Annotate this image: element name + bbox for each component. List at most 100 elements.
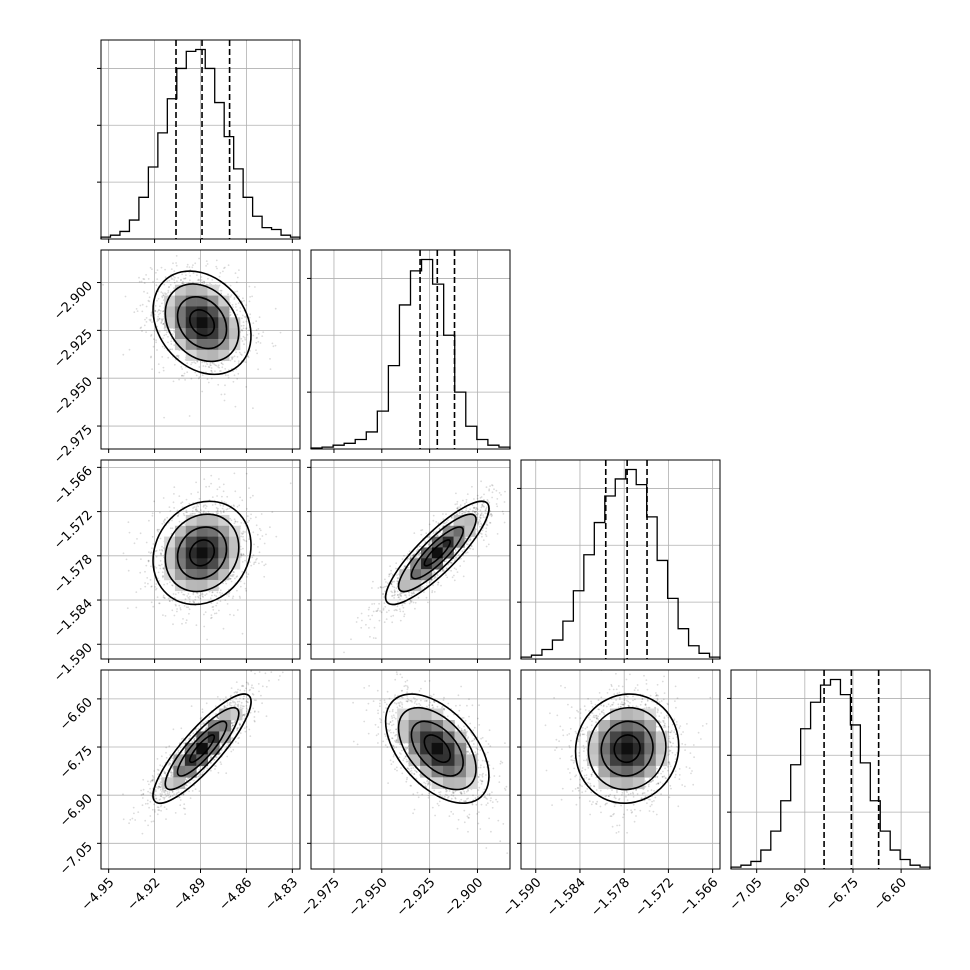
sample-point xyxy=(204,594,207,597)
sample-point xyxy=(371,614,374,617)
sample-point xyxy=(257,332,260,335)
sample-point xyxy=(382,593,385,595)
sample-point xyxy=(155,587,158,590)
sample-point xyxy=(443,560,446,563)
sample-point xyxy=(245,508,248,510)
sample-point xyxy=(175,262,178,264)
sample-point xyxy=(150,601,153,604)
sample-point xyxy=(233,472,236,475)
sample-point xyxy=(247,356,250,359)
sample-point xyxy=(208,366,211,369)
sample-point xyxy=(485,523,488,526)
sample-point xyxy=(455,557,458,559)
sample-point xyxy=(173,270,176,272)
sample-point xyxy=(450,561,453,564)
sample-point xyxy=(384,605,387,608)
sample-point xyxy=(205,593,208,595)
sample-point xyxy=(475,528,477,531)
sample-point xyxy=(154,588,157,591)
sample-point xyxy=(242,532,245,534)
sample-point xyxy=(437,581,440,584)
sample-point xyxy=(246,521,249,524)
sample-point xyxy=(257,328,260,330)
sample-point xyxy=(248,285,251,288)
sample-point xyxy=(240,328,243,331)
sample-point xyxy=(382,607,385,610)
sample-point xyxy=(241,632,244,635)
sample-point xyxy=(435,521,438,523)
sample-point xyxy=(194,596,197,598)
sample-point xyxy=(463,511,466,514)
sample-point xyxy=(412,554,415,556)
sample-point xyxy=(451,517,453,519)
sample-point xyxy=(241,329,244,332)
sample-point xyxy=(148,296,151,299)
sample-point xyxy=(435,530,438,533)
sample-point xyxy=(133,311,136,314)
sample-point xyxy=(198,376,201,379)
density-cell xyxy=(218,525,230,537)
sample-point xyxy=(196,361,199,363)
sample-point xyxy=(203,361,206,364)
sample-point xyxy=(487,543,490,546)
sample-point xyxy=(158,602,161,605)
sample-point xyxy=(233,571,235,574)
sample-point xyxy=(216,510,219,513)
sample-point xyxy=(192,593,195,596)
sample-point xyxy=(169,600,171,602)
panel-content xyxy=(343,480,506,654)
sample-point xyxy=(215,595,218,598)
sample-point xyxy=(158,564,160,567)
sample-point xyxy=(418,545,421,548)
sample-point xyxy=(158,309,161,311)
sample-point xyxy=(140,326,143,329)
sample-point xyxy=(245,472,248,475)
sample-point xyxy=(169,283,172,286)
sample-point xyxy=(433,577,435,580)
sample-point xyxy=(239,353,242,355)
sample-point xyxy=(215,507,218,509)
sample-point xyxy=(185,498,188,501)
scatter-panel-0-2: −1.566−1.572−1.578−1.584−1.590 xyxy=(51,459,301,685)
sample-point xyxy=(172,262,174,265)
sample-point xyxy=(473,506,476,509)
histogram-panel-0 xyxy=(97,39,301,243)
sample-point xyxy=(156,278,159,280)
sample-point xyxy=(453,574,455,577)
sample-point xyxy=(388,575,390,578)
sample-point xyxy=(493,488,495,491)
sample-point xyxy=(388,573,391,575)
sample-point xyxy=(196,503,199,506)
sample-point xyxy=(456,507,459,510)
sample-point xyxy=(467,510,470,513)
sample-point xyxy=(188,271,191,274)
sample-point xyxy=(176,610,178,613)
sample-point xyxy=(168,600,171,602)
sample-point xyxy=(249,350,252,352)
sample-point xyxy=(162,323,164,326)
sample-point xyxy=(219,504,222,507)
sample-point xyxy=(478,519,481,521)
sample-point xyxy=(154,310,157,312)
sample-point xyxy=(402,610,405,613)
sample-point xyxy=(153,338,155,341)
sample-point xyxy=(241,533,244,536)
density-cell xyxy=(174,525,187,537)
sample-point xyxy=(260,513,263,515)
sample-point xyxy=(410,592,413,594)
sample-point xyxy=(195,506,198,508)
sample-point xyxy=(234,490,237,493)
sample-point xyxy=(150,355,153,358)
sample-point xyxy=(147,559,150,562)
sample-point xyxy=(164,615,167,617)
sample-point xyxy=(479,514,482,517)
y-tick-label: −1.590 xyxy=(51,640,96,685)
sample-point xyxy=(196,274,198,277)
density-cell xyxy=(229,317,241,329)
x-tick-label: −7.05 xyxy=(727,875,766,914)
sample-point xyxy=(211,496,214,498)
sample-point xyxy=(162,594,165,597)
panel-frame xyxy=(730,669,931,870)
sample-point xyxy=(414,607,416,610)
sample-point xyxy=(151,585,153,588)
